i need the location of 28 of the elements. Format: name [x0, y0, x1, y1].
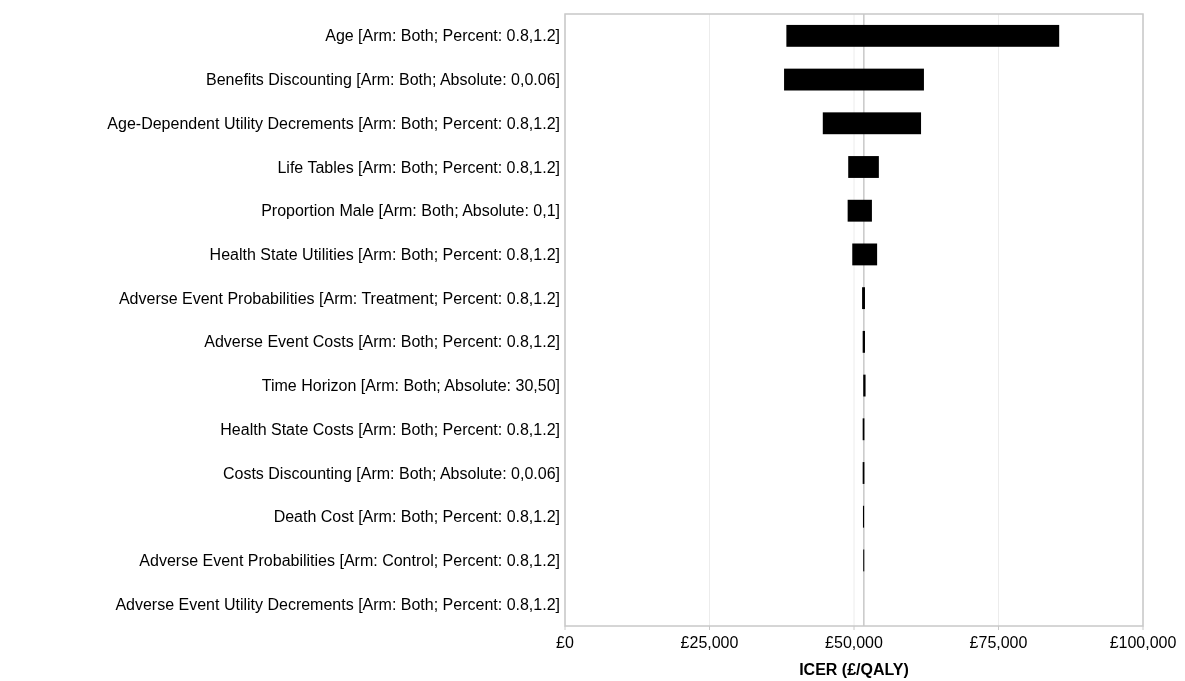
bar: [784, 68, 924, 91]
y-tick-label: Health State Costs [Arm: Both; Percent: 0.8,1.2]: [220, 420, 560, 438]
bar: [863, 374, 866, 397]
x-tick-label: £0: [556, 634, 574, 651]
y-tick-label: Age-Dependent Utility Decrements [Arm: Both; Percent: 0.8,1.2]: [107, 114, 560, 132]
y-tick-label: Adverse Event Costs [Arm: Both; Percent: 0.8,1.2]: [204, 333, 560, 351]
y-tick-label: Benefits Discounting [Arm: Both; Absolute: 0,0.06]: [206, 71, 560, 89]
y-tick-label: Health State Utilities [Arm: Both; Percent: 0.8,1.2]: [209, 246, 560, 264]
y-tick-label: Adverse Event Utility Decrements [Arm: Both; Percent: 0.8,1.2]: [115, 595, 560, 613]
bar: [862, 287, 865, 310]
bar: [847, 199, 872, 222]
x-tick-label: £75,000: [969, 634, 1028, 651]
y-tick-label: Adverse Event Probabilities [Arm: Treatment; Percent: 0.8,1.2]: [118, 289, 560, 307]
bar: [852, 243, 878, 266]
x-tick-label: £50,000: [825, 634, 884, 651]
y-tick-label: Costs Discounting [Arm: Both; Absolute: 0,0.06]: [222, 464, 560, 482]
y-tick-label: Life Tables [Arm: Both; Percent: 0.8,1.2]: [277, 158, 560, 176]
bar: [822, 112, 922, 135]
y-tick-label: Age [Arm: Both; Percent: 0.8,1.2]: [325, 27, 560, 45]
x-tick-label: £25,000: [680, 634, 739, 651]
y-tick-label: Proportion Male [Arm: Both; Absolute: 0,1]: [261, 202, 560, 220]
y-tick-label: Time Horizon [Arm: Both; Absolute: 30,50]: [261, 377, 560, 395]
y-tick-label: Adverse Event Probabilities [Arm: Control; Percent: 0.8,1.2]: [139, 552, 560, 570]
bar: [848, 156, 879, 178]
y-tick-label: Death Cost [Arm: Both; Percent: 0.8,1.2]: [273, 508, 560, 526]
bar: [786, 24, 1060, 47]
x-axis-title: ICER (£/QALY): [799, 661, 909, 678]
x-tick-label: £100,000: [1109, 634, 1177, 651]
